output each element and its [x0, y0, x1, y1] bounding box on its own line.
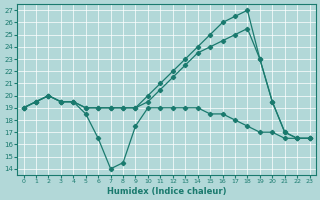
- X-axis label: Humidex (Indice chaleur): Humidex (Indice chaleur): [107, 187, 226, 196]
